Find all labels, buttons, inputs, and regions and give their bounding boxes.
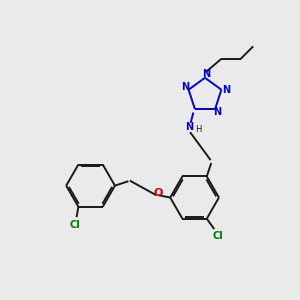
Text: N: N bbox=[222, 85, 230, 95]
Text: Cl: Cl bbox=[69, 220, 80, 230]
Text: Cl: Cl bbox=[212, 231, 223, 241]
Text: O: O bbox=[153, 188, 162, 198]
Text: N: N bbox=[202, 69, 211, 79]
Text: H: H bbox=[195, 125, 201, 134]
Text: N: N bbox=[185, 122, 194, 132]
Text: N: N bbox=[181, 82, 189, 92]
Text: N: N bbox=[214, 107, 222, 118]
